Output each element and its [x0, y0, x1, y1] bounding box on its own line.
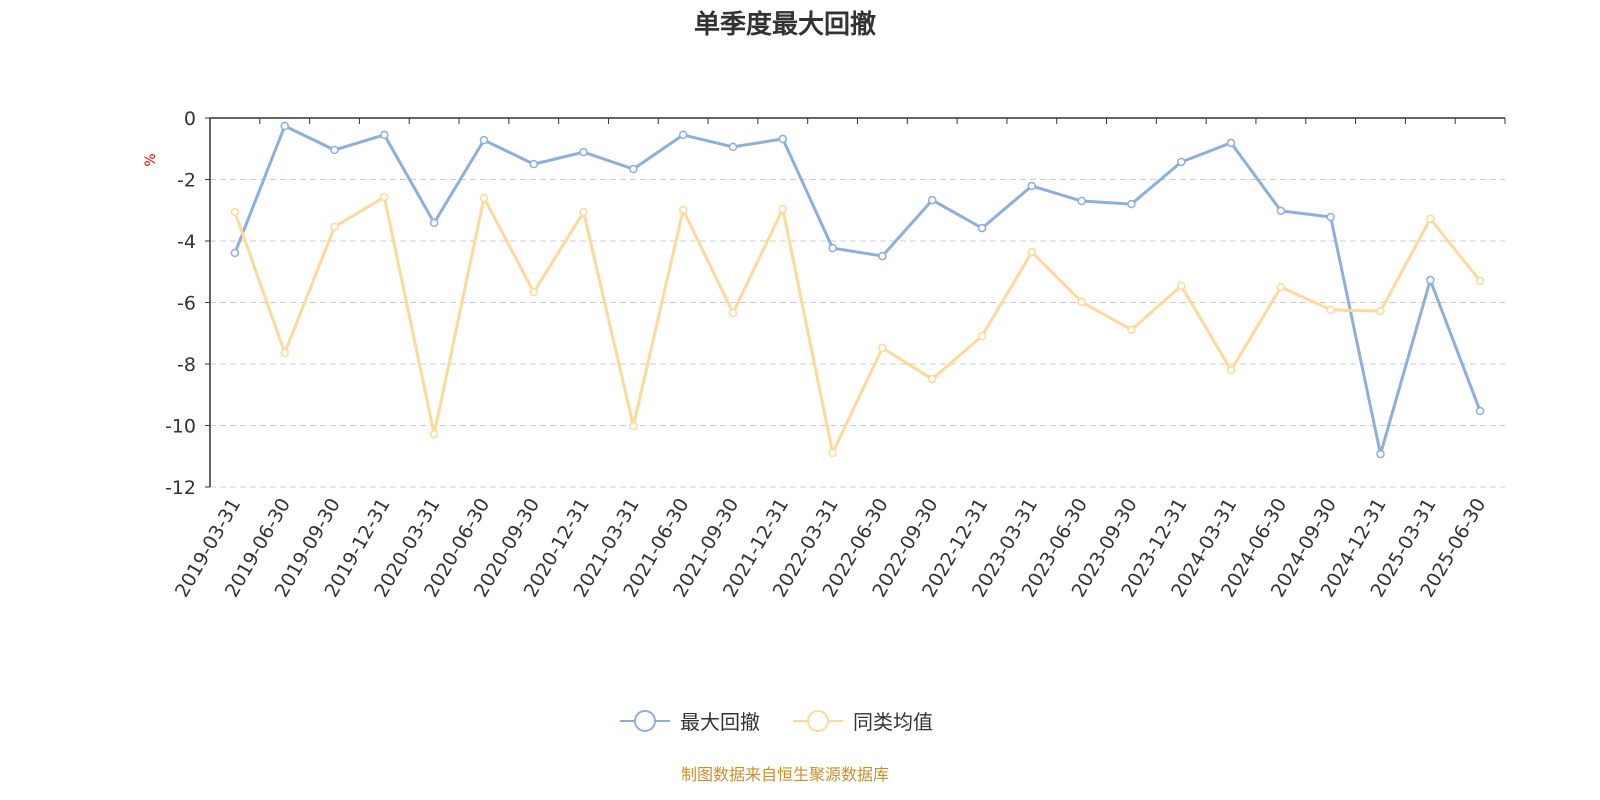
data-point — [479, 135, 489, 145]
data-point — [927, 374, 937, 384]
data-point — [678, 130, 688, 140]
data-point — [1226, 365, 1236, 375]
data-point — [1326, 212, 1335, 222]
data-point — [1426, 214, 1435, 224]
data-point — [977, 223, 987, 233]
series-同类均值 — [230, 192, 1485, 458]
y-tick-label: -6 — [177, 293, 196, 315]
data-point — [1426, 275, 1435, 285]
data-point — [1475, 406, 1485, 416]
data-point — [1077, 196, 1086, 206]
data-point — [1226, 138, 1236, 148]
footer-source: 制图数据来自恒生聚源数据库 — [681, 765, 889, 784]
data-point — [728, 308, 738, 318]
legend-circle-icon — [807, 710, 829, 732]
data-point — [1376, 449, 1385, 459]
data-point — [1127, 325, 1136, 335]
data-point — [330, 145, 339, 155]
data-point — [579, 207, 588, 217]
legend-item: 同类均值 — [793, 710, 933, 734]
data-point — [1276, 282, 1286, 292]
data-point — [1027, 181, 1037, 191]
data-point — [479, 193, 489, 203]
data-point — [529, 287, 538, 297]
data-point — [728, 142, 738, 152]
legend-label: 同类均值 — [853, 710, 933, 734]
data-point — [429, 218, 439, 228]
data-point — [1376, 306, 1385, 316]
data-point — [878, 343, 887, 353]
series-最大回撤 — [230, 121, 1485, 459]
legend-label: 最大回撤 — [680, 710, 760, 734]
data-point — [629, 164, 638, 174]
data-point — [927, 195, 937, 205]
data-point — [1027, 247, 1037, 257]
data-point — [529, 159, 538, 169]
data-point — [1276, 206, 1286, 216]
data-point — [778, 134, 788, 144]
y-tick-label: -12 — [165, 477, 196, 499]
series-group — [230, 121, 1485, 459]
data-point — [579, 147, 588, 157]
gridlines — [210, 179, 1505, 488]
data-point — [330, 222, 339, 232]
data-point — [280, 121, 289, 131]
data-point — [678, 205, 688, 215]
data-point — [1326, 305, 1335, 315]
data-point — [380, 192, 389, 202]
legend: 最大回撤 同类均值 — [620, 710, 933, 734]
data-point — [280, 348, 289, 358]
data-point — [828, 448, 837, 458]
y-tick-label: -2 — [177, 170, 196, 192]
data-point — [429, 429, 439, 439]
data-point — [778, 204, 788, 214]
data-point — [828, 243, 837, 253]
legend-circle-icon — [634, 710, 656, 732]
data-point — [629, 421, 638, 431]
chart-title: 单季度最大回撤 — [694, 9, 876, 40]
data-point — [380, 130, 389, 140]
data-point — [878, 251, 887, 261]
data-point — [1077, 297, 1086, 307]
data-point — [230, 207, 240, 217]
axes: 0-2-4-6-8-10-122019-03-312019-06-302019-… — [165, 108, 1506, 601]
legend-item: 最大回撤 — [620, 710, 760, 734]
series-line — [233, 195, 1482, 455]
data-point — [1177, 157, 1186, 167]
y-tick-label: -8 — [177, 354, 196, 376]
data-point — [977, 331, 987, 341]
series-line — [233, 124, 1482, 456]
y-tick-label: 0 — [184, 108, 196, 130]
y-tick-label: -10 — [165, 416, 196, 438]
y-tick-label: -4 — [177, 231, 196, 253]
data-point — [1177, 281, 1186, 291]
data-point — [1127, 199, 1136, 209]
y-axis-label: % — [143, 153, 159, 166]
data-point — [1475, 276, 1485, 286]
data-point — [230, 248, 240, 258]
